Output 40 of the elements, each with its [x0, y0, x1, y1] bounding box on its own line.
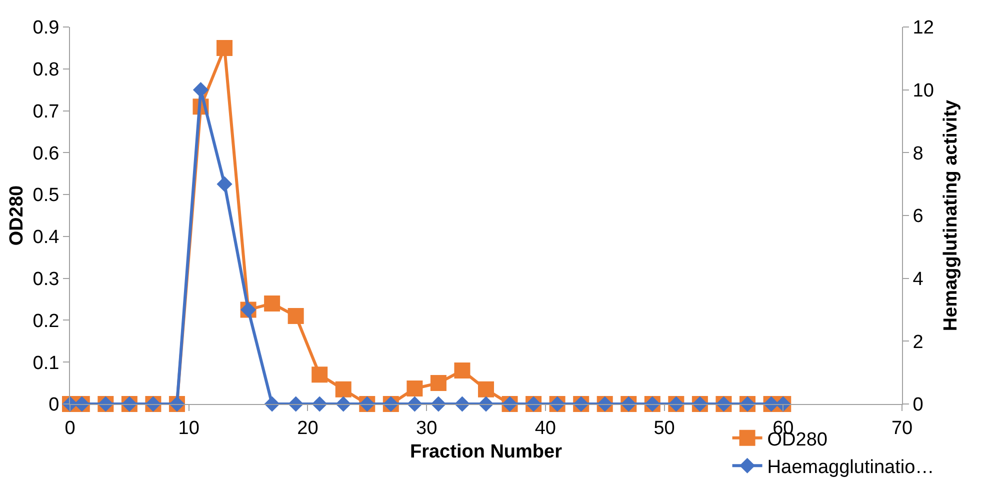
y-tick-label: 0.7: [32, 101, 60, 122]
y-tick-label: 0.8: [32, 60, 60, 81]
y2-tick-label: 0: [912, 394, 924, 416]
y2-tick-label: 2: [912, 332, 924, 353]
y-tick-label: 0.1: [32, 352, 60, 374]
point: [264, 295, 280, 312]
y-tick-label: 0.9: [32, 18, 60, 39]
y-axis-title: OD280: [6, 185, 28, 246]
y2-tick-label: 6: [912, 206, 924, 228]
point: [454, 396, 470, 412]
point: [216, 40, 233, 56]
y-tick-label: 0.4: [32, 227, 60, 248]
y2-axis-title: Hemagglutinating activity: [940, 99, 962, 332]
x-tick-label: 40: [534, 418, 556, 439]
x-tick-label: 20: [297, 418, 318, 439]
x-tick-label: 70: [891, 418, 913, 439]
point: [288, 308, 304, 324]
y2-tick-label: 10: [912, 80, 934, 102]
point: [312, 366, 328, 383]
y-tick-label: 0.3: [32, 268, 60, 290]
legend-label: Haemagglutinatio…: [767, 457, 934, 478]
y2-tick-label: 8: [912, 143, 924, 164]
y-tick-label: 0.2: [32, 310, 60, 332]
point: [216, 176, 232, 192]
x-tick-label: 10: [178, 418, 200, 439]
point: [430, 375, 446, 392]
point: [192, 82, 209, 98]
y-tick-label: 0.5: [32, 185, 60, 206]
point: [406, 380, 423, 396]
x-axis-title: Fraction Number: [410, 442, 563, 463]
point: [335, 381, 352, 398]
x-tick-label: 50: [654, 418, 675, 439]
point: [454, 362, 470, 378]
point: [478, 381, 494, 398]
y-tick-label: 0: [48, 394, 60, 416]
y-tick-label: 0.6: [32, 143, 60, 164]
y2-tick-label: 4: [912, 268, 924, 290]
y2-tick-label: 12: [912, 18, 934, 39]
x-tick-label: 0: [64, 418, 76, 439]
x-tick-label: 30: [416, 418, 438, 439]
